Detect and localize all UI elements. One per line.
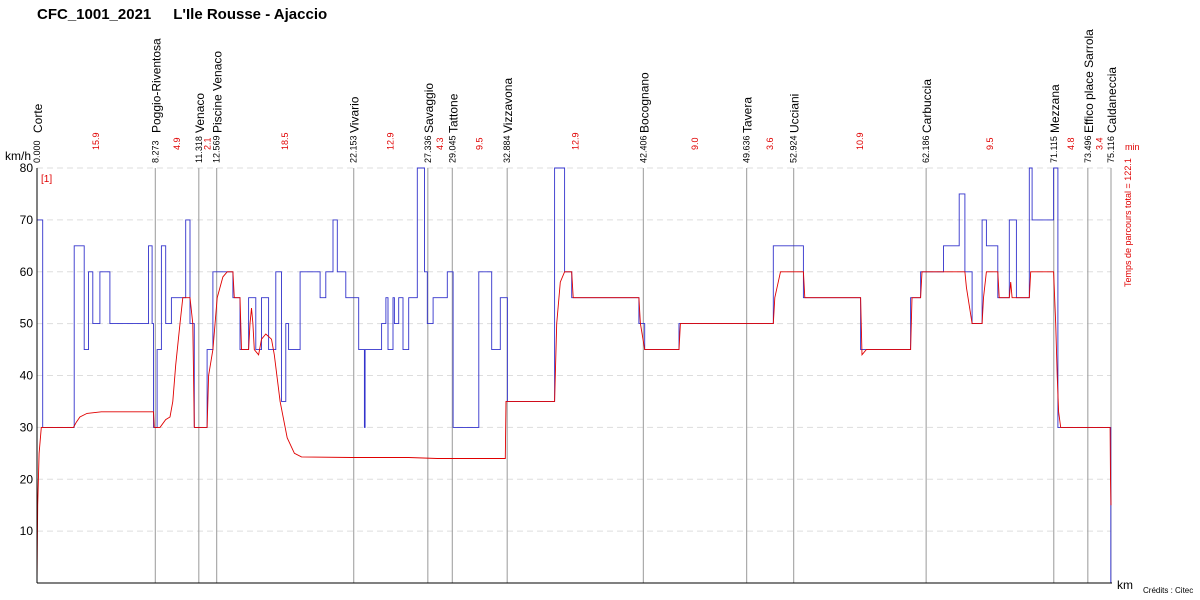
right-axis-unit: min: [1125, 142, 1140, 152]
station-km-label: 71.115: [1049, 136, 1059, 163]
station-name-label: Piscine Venaco: [211, 51, 225, 133]
segment-time-label: 12.9: [386, 132, 396, 150]
x-axis-label: km: [1117, 578, 1133, 592]
station-km-label: 11.318: [194, 136, 204, 163]
credits: Crédits : Citec: [1143, 586, 1193, 595]
segment-time-label: 12.9: [570, 132, 580, 150]
station-labels: 0.000 Corte 8.273 Poggio-Riventosa 11.318 Ven…: [31, 29, 1119, 163]
chart-title: CFC_1001_2021 L'Ile Rousse - Ajaccio: [37, 6, 327, 23]
station-name-label: Bocognano: [637, 72, 651, 133]
segment-time-label: 4.3: [435, 137, 445, 150]
segment-time-label: 9.5: [475, 137, 485, 150]
station-km-label: 22.153: [349, 135, 359, 163]
y-axis-label: km/h: [5, 149, 31, 163]
y-tick-label: 40: [20, 369, 34, 383]
station-km-label: 75.116: [1106, 136, 1116, 163]
segment-time-label: 9.5: [985, 137, 995, 150]
station-name-label: Effico place Sarrola: [1082, 29, 1096, 133]
station-name-label: Vizzavona: [501, 78, 515, 133]
station-km-label: 42.406: [638, 135, 648, 163]
y-tick-label: 30: [20, 420, 34, 434]
station-km-label: 49.636: [742, 135, 752, 163]
y-tick-label: 50: [20, 317, 34, 331]
segment-time-label: 18.5: [280, 132, 290, 150]
y-ticks: 10 20 30 40 50 60 70 80: [20, 161, 34, 538]
station-name-label: Corte: [31, 103, 45, 133]
station-km-label: 62.186: [921, 135, 931, 163]
y-tick-label: 60: [20, 265, 34, 279]
station-name-label: Ucciani: [788, 94, 802, 133]
station-name-label: Vivario: [348, 96, 362, 133]
station-name-label: Carbuccia: [920, 79, 934, 133]
station-km-label: 52.924: [789, 135, 799, 163]
station-name-label: Tattone: [446, 93, 460, 133]
station-name-label: Caldaneccia: [1105, 67, 1119, 133]
segment-time-label: 9.0: [690, 137, 700, 150]
station-km-label: 73.496: [1083, 135, 1093, 163]
segment-time-label: 4.8: [1066, 137, 1076, 150]
bracket-marker: [1]: [41, 174, 52, 185]
station-km-label: 32.884: [502, 135, 512, 163]
station-name-label: Tavera: [741, 97, 755, 133]
y-tick-label: 10: [20, 524, 34, 538]
station-km-label: 12.569: [212, 135, 222, 163]
station-km-label: 8.273: [150, 140, 160, 163]
station-km-label: 0.000: [32, 140, 42, 163]
y-tick-label: 20: [20, 472, 34, 486]
segment-times: 15.9 4.9 2.1 18.5 12.9 4.3 9.5 12.9 9.0 3.6 10.9 9.…: [91, 132, 1104, 150]
station-name-label: Poggio-Riventosa: [149, 38, 163, 133]
chart-code: CFC_1001_2021: [37, 6, 152, 23]
segment-time-label: 15.9: [91, 132, 101, 150]
segment-time-label: 4.9: [172, 137, 182, 150]
axes: km/h km [1] min Temps de parcours total …: [5, 142, 1193, 595]
y-tick-label: 70: [20, 213, 34, 227]
grid: [37, 167, 1111, 532]
station-km-label: 29.045: [447, 135, 457, 163]
station-name-label: Mezzana: [1048, 84, 1062, 133]
y-tick-label: 80: [20, 161, 34, 175]
station-name-label: Venaco: [193, 93, 207, 133]
station-km-label: 27.336: [423, 135, 433, 163]
chart-route: L'Ile Rousse - Ajaccio: [173, 6, 328, 23]
total-time-label: Temps de parcours total = 122.1: [1123, 158, 1133, 287]
segment-time-label: 3.4: [1094, 137, 1104, 150]
segment-time-label: 10.9: [855, 132, 865, 150]
station-name-label: Savaggio: [422, 83, 436, 133]
series-lines: [36, 167, 1112, 584]
series-line-running-speed: [36, 271, 1112, 584]
segment-time-label: 2.1: [203, 137, 213, 150]
segment-time-label: 3.6: [765, 137, 775, 150]
